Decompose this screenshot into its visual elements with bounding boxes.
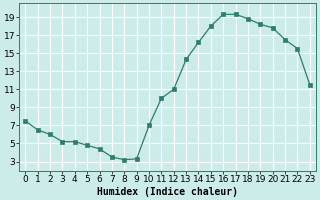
X-axis label: Humidex (Indice chaleur): Humidex (Indice chaleur) — [97, 186, 238, 197]
